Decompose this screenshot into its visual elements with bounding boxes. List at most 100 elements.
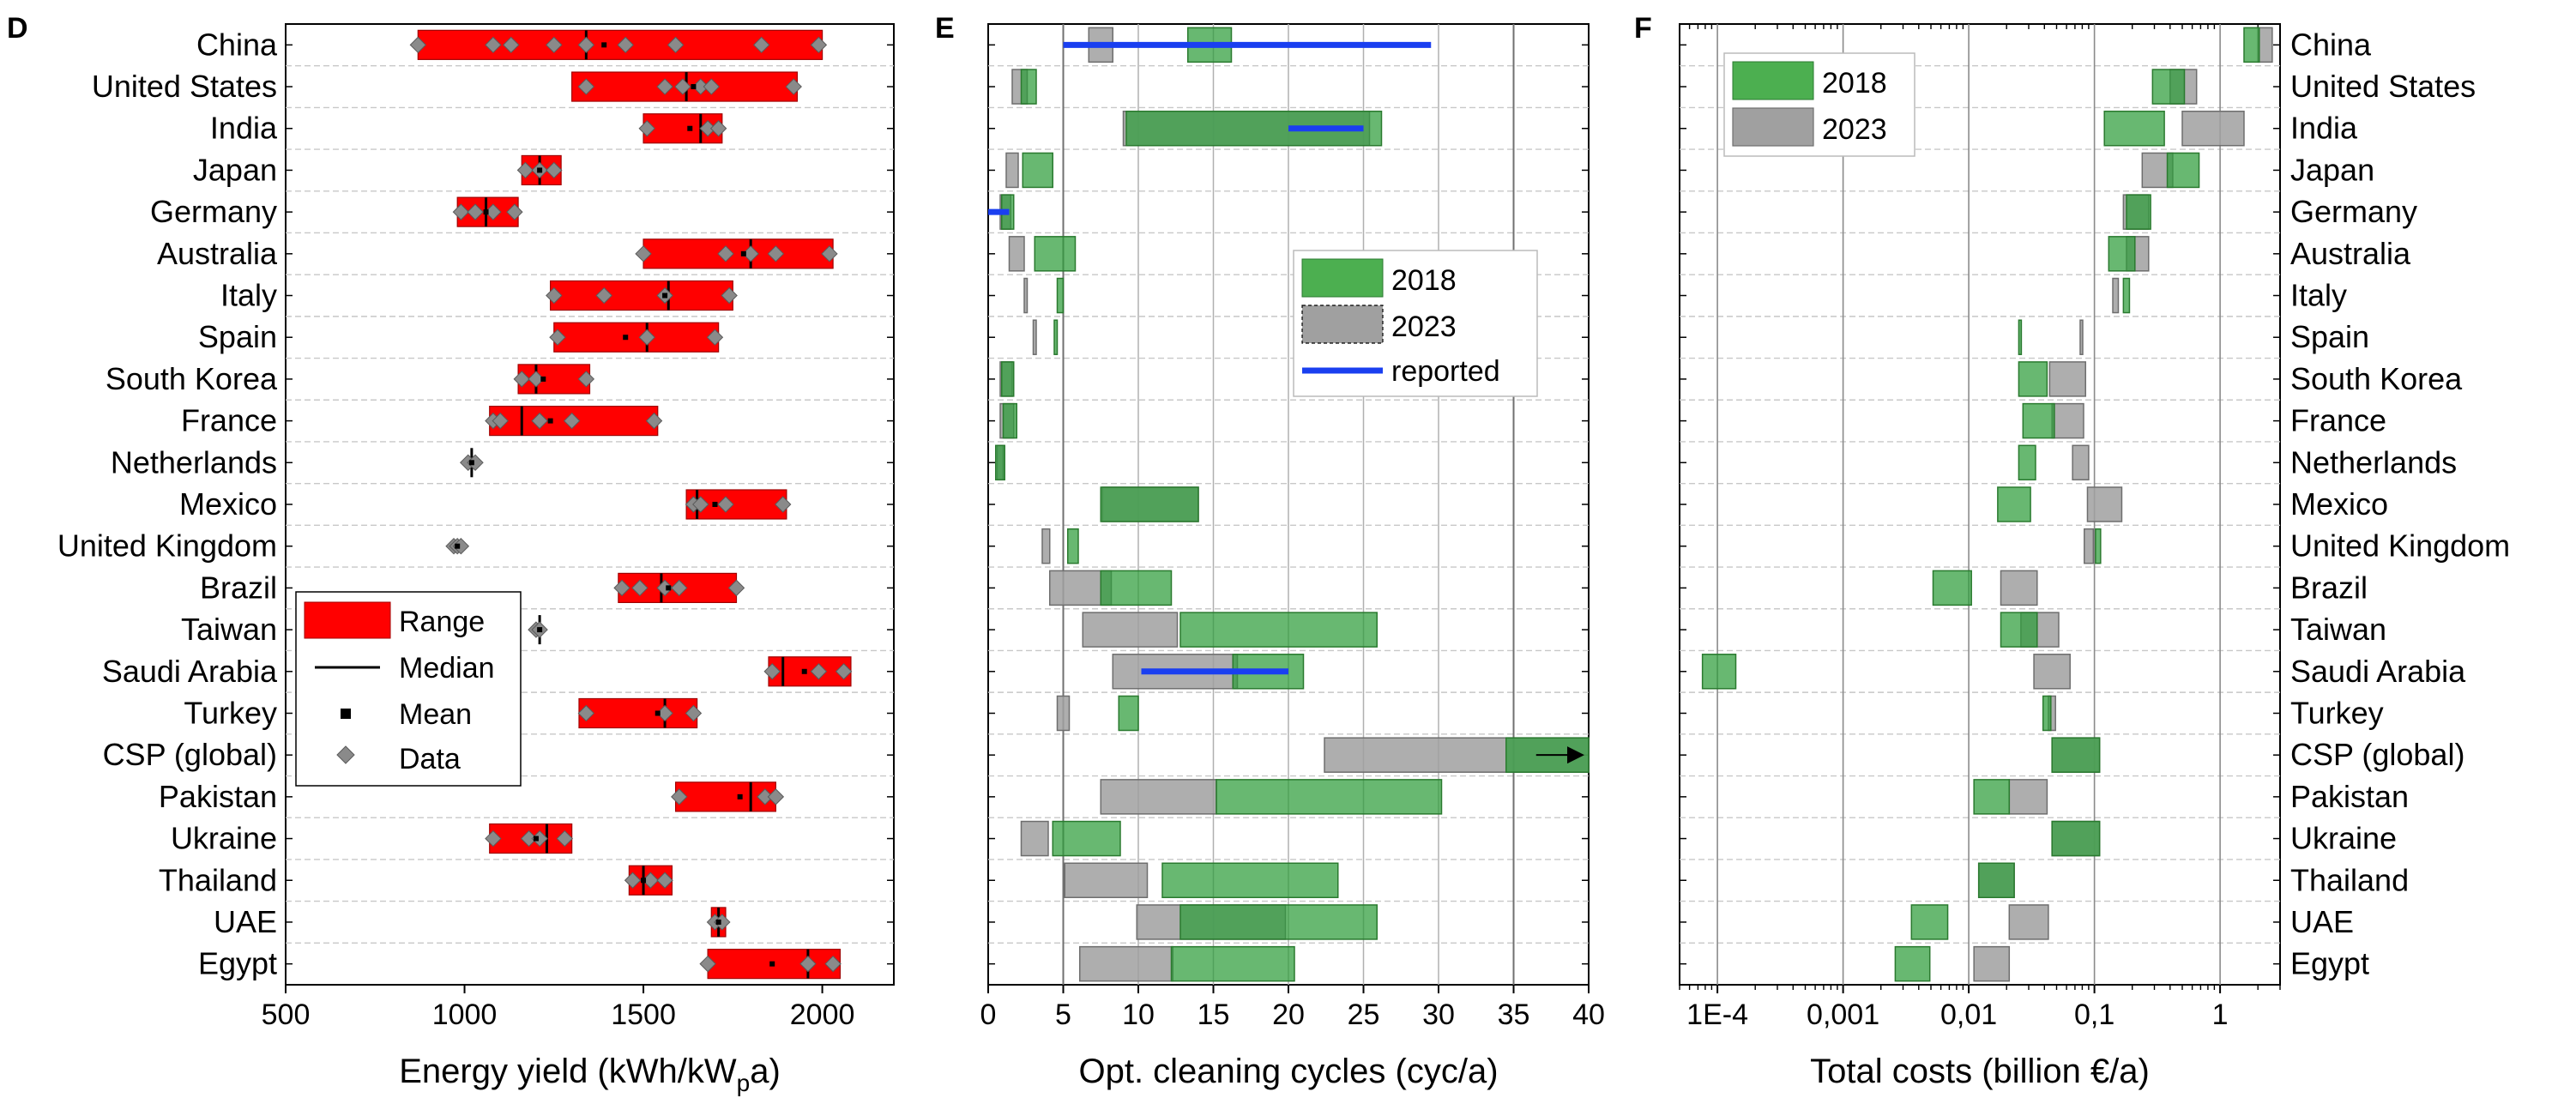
d-mean-marker — [601, 42, 607, 48]
f-category-label-thailand: Thailand — [2290, 862, 2409, 897]
d-legend-mean-swatch — [341, 709, 351, 719]
f-x-tick-label: 0,01 — [1940, 998, 1997, 1031]
d-data-point — [577, 371, 595, 388]
f-legend-2023-swatch — [1732, 107, 1814, 147]
f-bar-2018 — [1932, 570, 1972, 606]
d-data-point — [717, 245, 734, 262]
d-plot-frame — [285, 23, 895, 986]
f-bar-2018 — [2018, 444, 2036, 481]
d-data-point — [785, 78, 802, 95]
d-category-label-mexico: Mexico — [179, 486, 277, 522]
d-category-label-united-kingdom: United Kingdom — [57, 528, 277, 564]
f-bar-2018 — [1997, 486, 2031, 522]
d-mean-marker — [533, 836, 539, 842]
e-bar-2023 — [1023, 277, 1029, 314]
f-legend-2018-swatch — [1732, 61, 1814, 100]
d-data-point — [531, 829, 548, 848]
e-bar-2018 — [1020, 69, 1037, 105]
d-data-point — [506, 203, 523, 220]
f-bar-2018 — [2018, 361, 2048, 397]
d-data-point — [752, 36, 770, 54]
d-data-point — [656, 579, 673, 597]
f-category-label-brazil: Brazil — [2290, 570, 2368, 605]
e-bar-2023 — [1041, 528, 1051, 564]
e-bar-2018 — [1067, 528, 1079, 564]
f-x-tick-label: 0,001 — [1807, 998, 1879, 1031]
f-x-axis-label: Total costs (billion €/a) — [1810, 1053, 2150, 1090]
f-bar-2018 — [2103, 110, 2165, 147]
d-data-point — [810, 36, 828, 54]
d-mean-marker — [540, 376, 546, 382]
f-bar-2018 — [2022, 402, 2055, 439]
e-x-tick-label: 25 — [1348, 998, 1380, 1031]
d-data-point — [692, 496, 709, 513]
d-mean-marker — [537, 167, 543, 173]
f-category-label-spain: Spain — [2290, 319, 2369, 354]
d-mean-marker — [801, 668, 807, 674]
d-data-point — [577, 704, 595, 722]
f-bar-2023 — [2083, 528, 2095, 564]
e-x-axis-label: Opt. cleaning cycles (cyc/a) — [1078, 1053, 1498, 1090]
e-bar-2023 — [1020, 820, 1049, 857]
d-range-bar — [550, 280, 733, 311]
d-category-label-turkey: Turkey — [184, 695, 277, 730]
f-bar-2023 — [2086, 486, 2123, 522]
d-data-point — [703, 78, 721, 95]
d-category-label-italy: Italy — [220, 278, 277, 313]
d-mean-marker — [769, 961, 775, 967]
d-category-label-spain: Spain — [198, 319, 277, 354]
d-data-point — [631, 579, 649, 597]
d-data-point — [513, 371, 530, 388]
d-data-point — [556, 829, 574, 848]
e-bar-2023 — [1005, 152, 1019, 189]
d-category-label-germany: Germany — [150, 194, 277, 229]
e-legend-2018-label: 2018 — [1391, 264, 1457, 297]
e-bar-2018 — [1100, 570, 1173, 606]
d-mean-marker — [623, 335, 629, 341]
f-legend-2023-label: 2023 — [1822, 113, 1887, 146]
f-category-label-netherlands: Netherlands — [2290, 444, 2457, 480]
e-bar-2018 — [1118, 695, 1139, 732]
d-data-point — [642, 872, 660, 889]
panel-letter-e: E — [935, 12, 955, 45]
f-bar-2018 — [2018, 319, 2023, 355]
d-data-point — [763, 663, 781, 680]
f-bar-2018 — [1977, 862, 2015, 899]
d-mean-marker — [547, 418, 553, 424]
d-data-point — [717, 496, 734, 513]
d-mean-marker — [740, 250, 746, 256]
d-mean-marker — [655, 710, 661, 716]
d-data-point — [467, 454, 484, 472]
d-data-point — [645, 412, 663, 430]
d-data-point — [706, 329, 724, 346]
e-bar-2023 — [1056, 695, 1071, 732]
d-data-point — [638, 329, 655, 346]
f-bar-2018 — [2126, 194, 2151, 230]
f-category-label-germany: Germany — [2290, 194, 2417, 229]
d-data-point — [595, 287, 612, 305]
e-bar-2018 — [1100, 486, 1199, 522]
d-data-point — [613, 579, 630, 597]
d-data-point — [563, 412, 581, 430]
d-mean-marker — [455, 543, 461, 549]
d-data-point — [546, 161, 563, 179]
e-x-tick-label: 10 — [1122, 998, 1155, 1031]
f-bar-2023 — [2079, 319, 2084, 355]
f-bar-2018 — [2042, 695, 2052, 732]
d-data-point — [528, 371, 545, 388]
f-category-label-saudi-arabia: Saudi Arabia — [2290, 654, 2466, 689]
d-data-point — [671, 788, 688, 805]
d-data-point — [409, 36, 427, 54]
d-category-label-thailand: Thailand — [159, 862, 277, 897]
f-category-label-china: China — [2290, 27, 2372, 62]
d-mean-marker — [687, 125, 693, 131]
d-data-point — [635, 245, 652, 262]
f-bar-2023 — [2008, 779, 2048, 815]
d-legend-median-label: Median — [399, 652, 495, 685]
f-bar-2018 — [2122, 277, 2131, 314]
d-data-point — [671, 579, 688, 597]
f-category-label-pakistan: Pakistan — [2290, 779, 2409, 814]
d-mean-marker — [468, 460, 474, 466]
d-legend-range-label: Range — [399, 606, 485, 638]
e-bar-2018 — [995, 444, 1005, 481]
